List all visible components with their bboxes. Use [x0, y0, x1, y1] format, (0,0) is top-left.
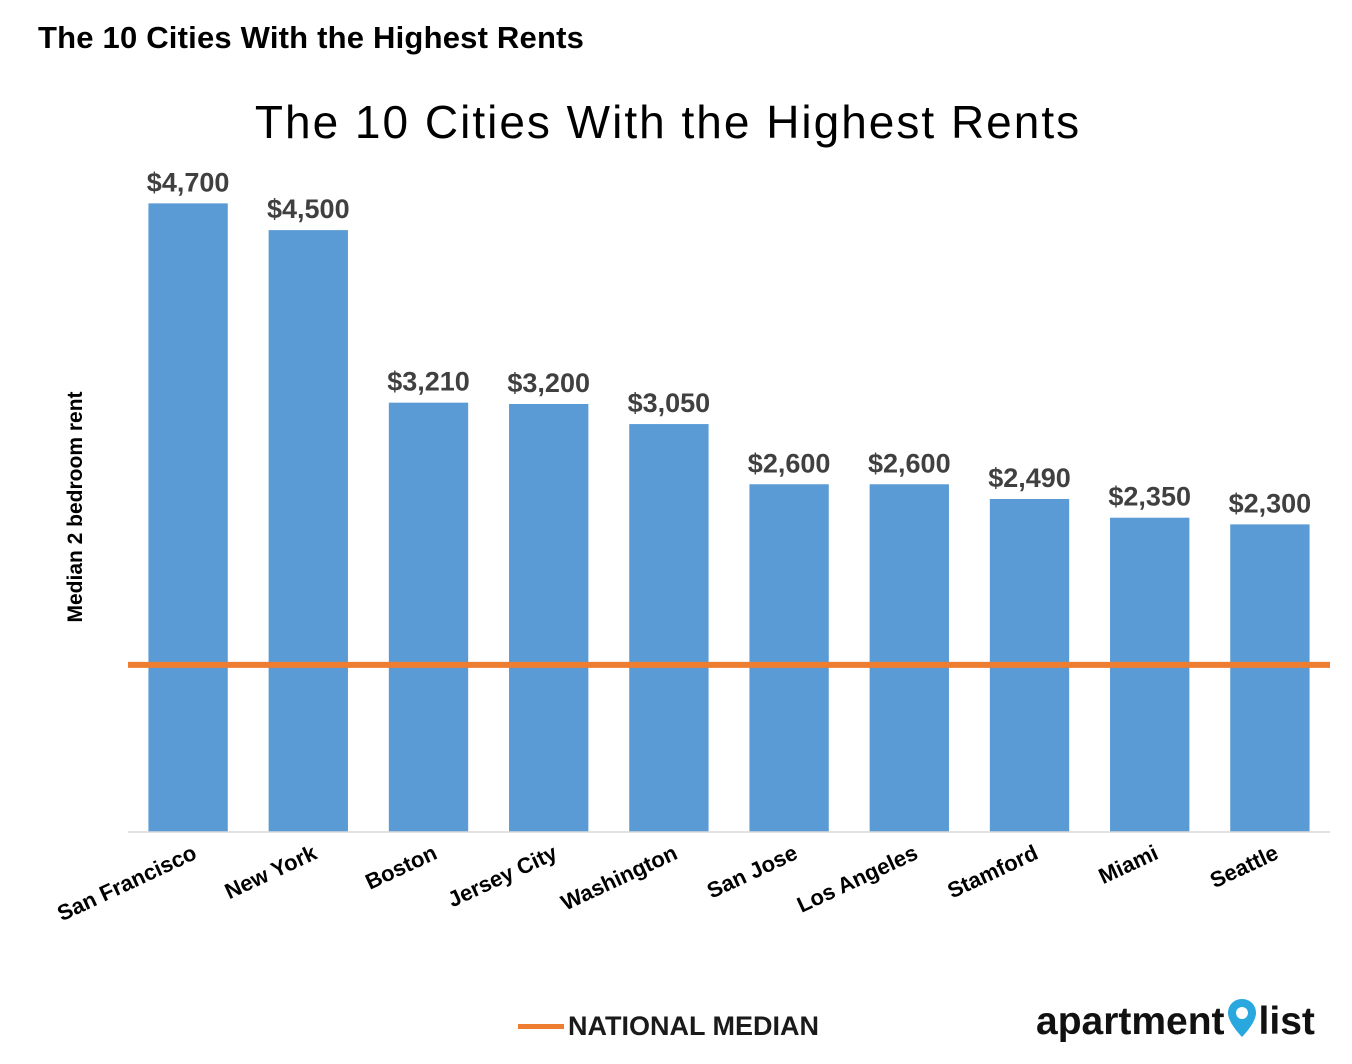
bar-miami: [1110, 517, 1190, 832]
legend-swatch: [518, 1024, 564, 1029]
legend-label: NATIONAL MEDIAN: [568, 1011, 819, 1041]
logo-text-right: list: [1258, 1000, 1315, 1043]
data-label: $2,350: [1108, 482, 1191, 512]
legend: NATIONAL MEDIAN: [518, 1011, 819, 1042]
bar-new-york: [268, 230, 348, 832]
data-label: $4,500: [267, 194, 350, 224]
x-tick-label: San Francisco: [53, 840, 200, 926]
data-label: $2,600: [868, 448, 951, 478]
chart-title: The 10 Cities With the Highest Rents: [255, 96, 1081, 148]
bar-jersey-city: [509, 404, 589, 832]
x-tick-label: Los Angeles: [793, 840, 921, 918]
map-pin-icon: [1227, 999, 1256, 1037]
bar-san-francisco: [148, 203, 228, 832]
x-tick-label: San Jose: [703, 840, 801, 903]
bar-los-angeles: [869, 484, 949, 832]
data-label: $3,050: [628, 388, 711, 418]
x-tick-label: New York: [221, 840, 321, 904]
x-tick-label: Stamford: [944, 840, 1042, 903]
apartment-list-logo: apartment list: [1036, 998, 1315, 1044]
data-label: $3,200: [507, 368, 590, 398]
bar-chart: The 10 Cities With the Highest Rents Med…: [53, 96, 1330, 926]
bar-washington: [629, 424, 709, 832]
x-tick-label: Seattle: [1206, 840, 1282, 893]
page-heading: The 10 Cities With the Highest Rents: [38, 20, 585, 55]
data-label: $3,210: [387, 367, 470, 397]
bar-seattle: [1230, 524, 1310, 832]
x-tick-label: Boston: [361, 840, 440, 895]
bar-san-jose: [749, 484, 829, 832]
data-label: $2,600: [748, 448, 831, 478]
x-tick-label: Miami: [1095, 840, 1162, 889]
x-tick-label: Washington: [557, 840, 681, 916]
data-label: $2,300: [1229, 488, 1312, 518]
y-axis-label: Median 2 bedroom rent: [64, 391, 87, 622]
data-label: $2,490: [988, 463, 1071, 493]
bar-boston: [388, 402, 469, 832]
logo-text-left: apartment: [1036, 1000, 1225, 1043]
data-label: $4,700: [147, 167, 230, 197]
x-tick-label: Jersey City: [444, 840, 562, 913]
